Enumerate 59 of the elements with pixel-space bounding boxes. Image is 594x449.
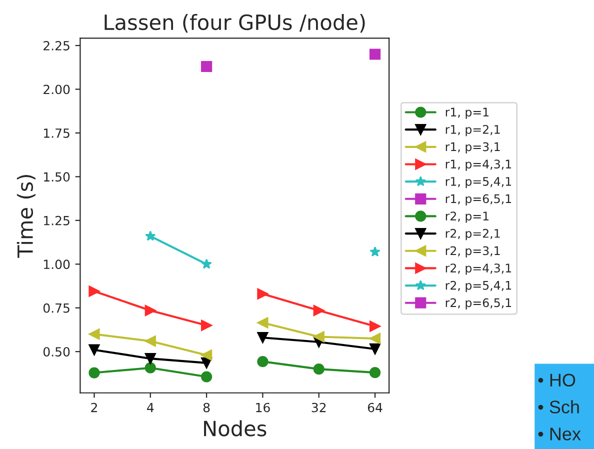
y-tick-label: 0.75	[43, 303, 70, 313]
point	[200, 320, 212, 331]
point	[144, 353, 156, 364]
point	[200, 371, 212, 382]
point	[88, 286, 100, 297]
text: • Nex	[538, 428, 581, 440]
y-tick-label: 1.25	[44, 216, 70, 226]
legend-label: r2, p=4,3,1	[446, 264, 512, 275]
point	[313, 364, 324, 375]
x-axis-title: Nodes	[204, 420, 266, 436]
x-tick-label: 64	[368, 402, 382, 412]
legend-label: r1, p=2,1	[446, 124, 500, 136]
point	[369, 48, 381, 60]
point	[369, 332, 381, 344]
text: • Sch	[538, 400, 579, 414]
x-tick-label: 8	[203, 402, 210, 412]
point	[88, 328, 100, 340]
legend-label: r2, p=3,1	[446, 246, 500, 258]
x-tick-label: 16	[256, 402, 270, 412]
legend-label: r2, p=1	[446, 212, 489, 223]
point	[313, 304, 324, 316]
point	[369, 320, 381, 332]
y-tick-label: 1.75	[44, 128, 70, 138]
point	[257, 317, 268, 328]
point	[257, 332, 268, 344]
point	[257, 288, 268, 300]
point	[144, 362, 156, 374]
point	[144, 304, 156, 316]
legend-label: r1, p=5,4,1	[446, 177, 512, 188]
text: • HO	[538, 374, 576, 386]
point	[369, 343, 381, 355]
point	[201, 258, 212, 269]
y-tick-label: 2.00	[44, 84, 70, 94]
legend-label: r2, p=5,4,1	[446, 280, 512, 292]
y-tick-label: 2.25	[44, 40, 70, 50]
y-tick-label: 1.00	[44, 260, 70, 270]
point	[370, 246, 380, 257]
x-tick-label: 4	[147, 402, 154, 412]
x-tick-label: 2	[91, 402, 97, 412]
y-tick-label: 1.50	[44, 172, 70, 182]
point	[88, 367, 100, 378]
point	[144, 336, 156, 347]
point	[257, 356, 268, 368]
point	[200, 350, 212, 361]
y-axis-title: Time (s)	[16, 174, 36, 258]
legend-label: r1, p=6,5,1	[446, 194, 512, 206]
y-tick-label: 0.50	[43, 347, 70, 357]
point	[145, 230, 156, 241]
legend-label: r1, p=1	[446, 108, 489, 119]
legend-label: r2, p=6,5,1	[446, 298, 512, 310]
chart-title: Lassen (four GPUs /node)	[104, 14, 365, 33]
legend-label: r2, p=2,1	[446, 228, 500, 240]
point	[313, 331, 324, 342]
point	[88, 344, 100, 356]
point	[200, 60, 212, 72]
legend-label: r1, p=4,3,1	[446, 160, 512, 171]
x-tick-label: 32	[312, 402, 326, 412]
point	[369, 367, 381, 378]
legend-label: r1, p=3,1	[446, 142, 500, 154]
